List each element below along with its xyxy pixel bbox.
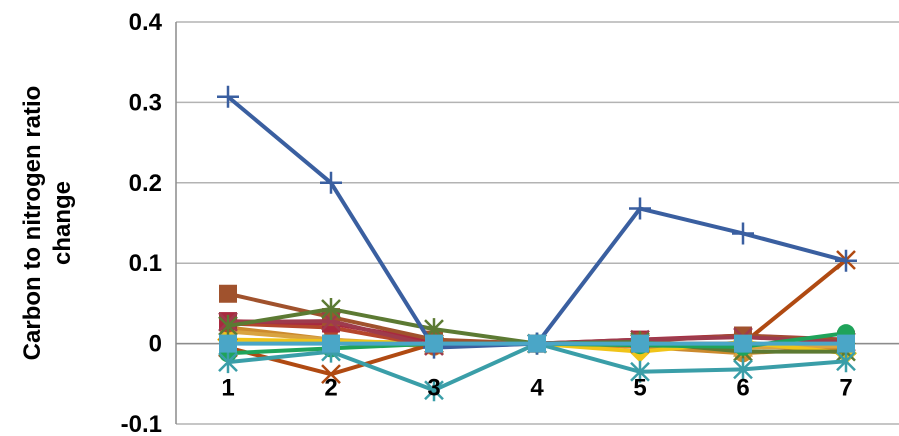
data-point [322, 334, 340, 353]
data-point [218, 314, 238, 337]
x-tick-label: 5 [633, 375, 646, 402]
x-tick-label: 4 [530, 375, 544, 402]
data-point [219, 334, 237, 353]
series-line [227, 258, 848, 377]
data-point [631, 334, 649, 353]
x-tick-label: 7 [839, 375, 852, 402]
series-13 [219, 334, 855, 353]
y-tick-label: -0.1 [121, 411, 162, 436]
data-point [321, 298, 341, 321]
series-5 [218, 250, 856, 385]
data-point [630, 360, 650, 383]
data-point [835, 249, 857, 272]
y-tick-label: 0.4 [129, 9, 163, 36]
y-axis-label-line: change [49, 181, 76, 265]
x-tick-labels: 1 2 3 4 5 6 7 [221, 375, 852, 402]
x-tick-label: 2 [324, 375, 337, 402]
data-point [217, 85, 239, 108]
series-lines [217, 85, 857, 402]
y-tick-labels: -0.1 0 0.1 0.2 0.3 0.4 [121, 9, 163, 436]
y-tick-label: 0.1 [129, 250, 162, 277]
data-point [219, 284, 237, 303]
x-tick-label: 3 [427, 375, 440, 402]
x-tick-label: 1 [221, 375, 234, 402]
data-point [732, 222, 754, 245]
data-point [320, 171, 342, 194]
data-point [424, 379, 444, 402]
data-point [629, 197, 651, 220]
data-point [528, 334, 546, 353]
y-axis-label: Carbon to nitrogen ratio change [19, 86, 76, 361]
data-point [321, 364, 341, 385]
data-point [733, 358, 753, 381]
y-tick-label: 0.3 [129, 89, 162, 116]
data-point [836, 350, 856, 373]
data-point [837, 334, 855, 353]
series-12 [217, 85, 857, 359]
y-axis-label-line: Carbon to nitrogen ratio [19, 86, 46, 361]
data-point [734, 334, 752, 353]
y-tick-label: 0 [149, 331, 162, 358]
data-point [218, 351, 238, 374]
data-point [425, 334, 443, 353]
y-tick-label: 0.2 [129, 170, 162, 197]
x-tick-label: 6 [736, 375, 749, 402]
